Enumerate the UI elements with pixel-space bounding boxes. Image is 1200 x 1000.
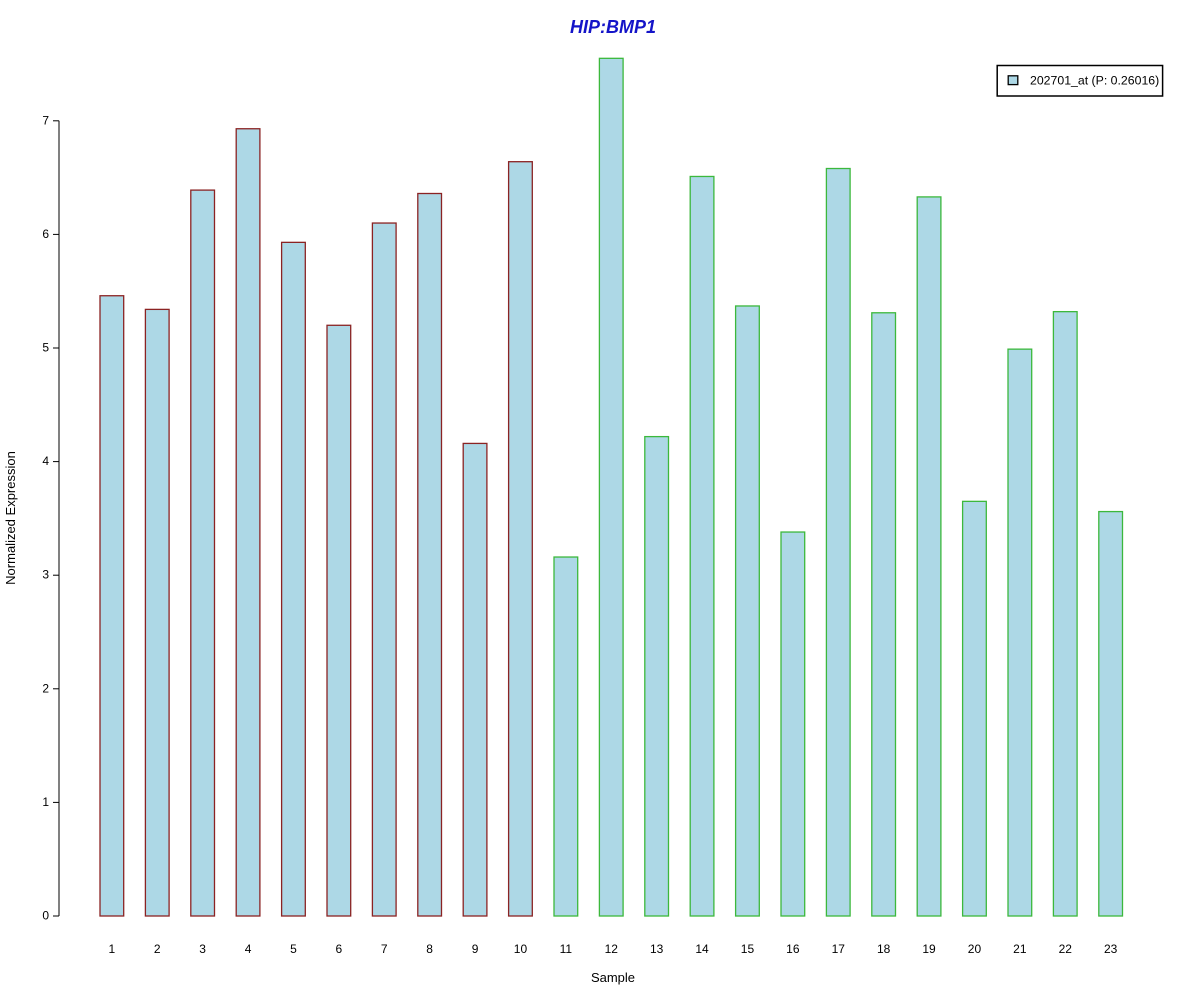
svg-text:20: 20 [968,942,982,956]
svg-text:4: 4 [245,942,252,956]
svg-text:Normalized Expression: Normalized Expression [3,451,18,585]
svg-text:2: 2 [154,942,161,956]
svg-text:Sample: Sample [591,970,635,985]
svg-text:11: 11 [560,942,573,956]
svg-text:19: 19 [922,942,936,956]
svg-text:0: 0 [42,909,49,923]
svg-text:8: 8 [426,942,433,956]
svg-text:3: 3 [199,942,206,956]
svg-text:6: 6 [336,942,343,956]
svg-text:HIP:BMP1: HIP:BMP1 [570,17,656,37]
svg-text:22: 22 [1059,942,1073,956]
svg-text:7: 7 [42,113,49,127]
svg-text:12: 12 [605,942,619,956]
svg-text:1: 1 [42,795,49,809]
svg-text:21: 21 [1013,942,1027,956]
svg-text:3: 3 [42,568,49,582]
svg-text:4: 4 [42,454,49,468]
svg-text:1: 1 [109,942,116,956]
svg-text:10: 10 [514,942,528,956]
svg-text:16: 16 [786,942,800,956]
svg-text:23: 23 [1104,942,1118,956]
svg-text:9: 9 [472,942,479,956]
svg-text:7: 7 [381,942,388,956]
svg-text:6: 6 [42,227,49,241]
svg-text:2: 2 [42,681,49,695]
svg-text:18: 18 [877,942,891,956]
svg-text:13: 13 [650,942,664,956]
svg-text:14: 14 [695,942,709,956]
svg-text:15: 15 [741,942,755,956]
svg-text:5: 5 [42,341,49,355]
svg-text:17: 17 [832,942,846,956]
svg-text:202701_at (P: 0.26016): 202701_at (P: 0.26016) [1030,74,1159,88]
svg-text:5: 5 [290,942,297,956]
